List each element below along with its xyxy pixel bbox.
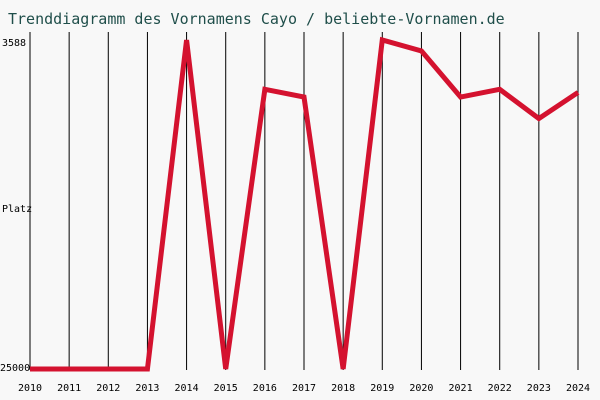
x-tick-label-2016: 2016 (253, 383, 277, 394)
y-tick-label-top: 3588 (2, 38, 26, 49)
x-tick-label-2024: 2024 (566, 383, 590, 394)
y-tick-label-bottom: 25000 (0, 363, 30, 374)
x-tick-label-2014: 2014 (175, 383, 199, 394)
x-tick-label-2017: 2017 (292, 383, 316, 394)
y-axis-label: Platz (2, 204, 32, 215)
x-tick-label-2019: 2019 (370, 383, 394, 394)
series-layer (29, 36, 580, 372)
x-tick-label-2021: 2021 (449, 383, 473, 394)
x-tick-label-2018: 2018 (331, 383, 355, 394)
grid-lines (68, 32, 579, 370)
x-tick-label-2013: 2013 (135, 383, 159, 394)
chart-title: Trenddiagramm des Vornamens Cayo / belie… (8, 10, 505, 28)
x-tick-label-2010: 2010 (18, 383, 42, 394)
x-tick-label-2015: 2015 (214, 383, 238, 394)
x-tick-labels: 2010 2011 2012 2013 2014 2015 2016 2017 2018 2019… (18, 383, 590, 394)
x-tick-label-2022: 2022 (488, 383, 512, 394)
x-tick-label-2020: 2020 (409, 383, 433, 394)
x-tick-label-2012: 2012 (96, 383, 120, 394)
x-tick-label-2023: 2023 (527, 383, 551, 394)
x-tick-label-2011: 2011 (57, 383, 81, 394)
